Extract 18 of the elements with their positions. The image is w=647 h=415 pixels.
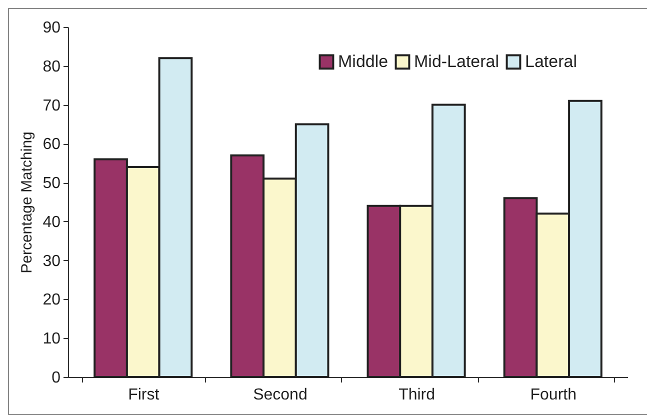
y-axis-title: Percentage Matching (18, 132, 36, 274)
y-tick-label: 20 (42, 292, 61, 309)
y-tick-label: 0 (52, 370, 61, 386)
y-tick-label: 80 (42, 58, 61, 76)
legend-label: Lateral (525, 52, 577, 71)
y-tick-label: 30 (42, 252, 61, 270)
legend-label: Middle (338, 52, 388, 71)
y-tick-label: 50 (42, 175, 61, 192)
legend-label: Mid-Lateral (414, 52, 500, 71)
y-tick-label: 70 (42, 97, 61, 114)
x-tick-label: First (128, 386, 160, 404)
x-tick-label: Third (398, 386, 436, 404)
y-tick-label: 90 (42, 20, 61, 36)
y-tick-label: 40 (42, 214, 61, 231)
x-tick-label: Second (253, 386, 308, 404)
y-tick-label: 60 (42, 136, 61, 154)
x-tick-label: Fourth (530, 386, 577, 404)
y-tick-label: 10 (42, 330, 61, 348)
